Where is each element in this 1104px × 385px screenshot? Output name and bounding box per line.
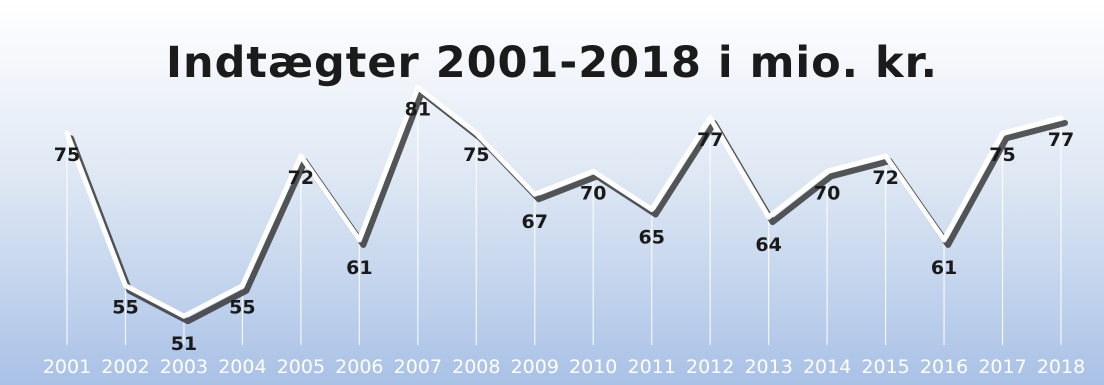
x-tick-label-2009: 2009 (511, 356, 559, 378)
data-point-2004 (239, 283, 245, 289)
data-point-2016 (941, 237, 947, 243)
data-point-2017 (1000, 130, 1006, 136)
data-label-2017: 75 (989, 144, 1015, 166)
data-label-2009: 67 (522, 211, 548, 233)
data-label-2010: 70 (580, 182, 606, 204)
data-point-2018 (1058, 115, 1064, 121)
data-label-2013: 64 (755, 234, 781, 256)
data-point-2009 (532, 191, 538, 197)
data-label-2001: 75 (54, 144, 80, 166)
x-tick-label-2002: 2002 (101, 356, 149, 378)
data-label-2014: 70 (814, 182, 840, 204)
data-point-2005 (298, 153, 304, 159)
data-label-2008: 75 (463, 144, 489, 166)
x-tick-label-2007: 2007 (394, 356, 442, 378)
data-point-2001 (64, 130, 70, 136)
x-tick-label-2014: 2014 (803, 356, 851, 378)
x-tick-label-2008: 2008 (452, 356, 500, 378)
x-tick-label-2015: 2015 (861, 356, 909, 378)
x-tick-label-2003: 2003 (160, 356, 208, 378)
data-label-2007: 81 (405, 98, 431, 120)
data-label-2003: 51 (171, 333, 197, 355)
data-point-2007 (415, 84, 421, 90)
x-tick-label-2013: 2013 (744, 356, 792, 378)
x-tick-label-2018: 2018 (1037, 356, 1085, 378)
data-label-2005: 72 (288, 167, 314, 189)
data-point-2006 (356, 237, 362, 243)
data-point-2002 (122, 283, 128, 289)
data-point-2013 (766, 214, 772, 220)
data-label-2018: 77 (1048, 129, 1074, 151)
data-point-2011 (649, 206, 655, 212)
x-tick-label-2017: 2017 (978, 356, 1026, 378)
data-point-2003 (181, 313, 187, 319)
data-label-2011: 65 (638, 226, 664, 248)
data-label-2004: 55 (229, 297, 255, 319)
data-label-2006: 61 (346, 257, 372, 279)
x-tick-label-2012: 2012 (686, 356, 734, 378)
x-tick-label-2010: 2010 (569, 356, 617, 378)
x-tick-label-2006: 2006 (335, 356, 383, 378)
x-tick-label-2011: 2011 (628, 356, 676, 378)
data-label-2002: 55 (112, 297, 138, 319)
x-tick-label-2005: 2005 (277, 356, 325, 378)
x-tick-label-2004: 2004 (218, 356, 266, 378)
data-point-2012 (707, 115, 713, 121)
data-label-2015: 72 (872, 167, 898, 189)
x-tick-label-2016: 2016 (920, 356, 968, 378)
data-label-2012: 77 (697, 129, 723, 151)
data-point-2008 (473, 130, 479, 136)
x-tick-label-2001: 2001 (43, 356, 91, 378)
data-point-2015 (883, 153, 889, 159)
data-point-2010 (590, 168, 596, 174)
series-line (64, 84, 1064, 319)
data-label-2016: 61 (931, 257, 957, 279)
data-point-2014 (824, 168, 830, 174)
series-line-shadow (68, 89, 1068, 325)
chart-title: Indtægter 2001-2018 i mio. kr. (166, 38, 938, 88)
